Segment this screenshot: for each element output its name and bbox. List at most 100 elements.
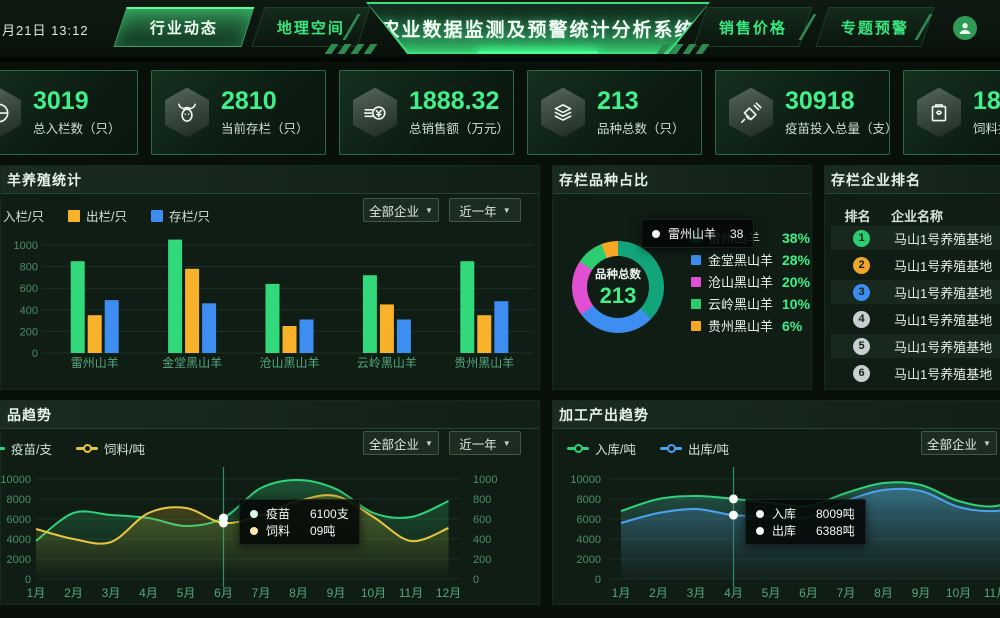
- goat-icon: [165, 87, 209, 138]
- panel-title: 加工产出趋势: [559, 406, 649, 423]
- tab-sales-price[interactable]: 销售价格: [693, 7, 813, 47]
- legend-item-inbound[interactable]: 入库/吨: [567, 439, 636, 458]
- tooltip-dot: [756, 526, 764, 535]
- svg-text:0: 0: [25, 574, 31, 586]
- ranking-rows: 1 马山1号养殖基地 2 马山1号养殖基地 3 马山1号养殖基地 4 马山1号养殖基地 5 马山1…: [831, 226, 1000, 388]
- legend-item-vaccine[interactable]: 疫苗/支: [0, 439, 52, 458]
- kpi-value: 1888: [973, 86, 1000, 115]
- svg-text:7月: 7月: [837, 586, 856, 600]
- panel-stock-breed-ratio: 存栏品种占比 品种总数 213 雷州山羊38%金堂黑山羊28%沧山黑山羊20%云…: [552, 165, 812, 390]
- panel-processing-trend: 加工产出趋势 入库/吨 出库/吨 全部企业 ▼ 0 2000 4000 6000 8000…: [552, 400, 1000, 605]
- svg-text:云岭黑山羊: 云岭黑山羊: [357, 355, 417, 370]
- panel-header: 存栏品种占比: [553, 166, 811, 194]
- svg-text:8000: 8000: [7, 494, 31, 506]
- svg-text:沧山黑山羊: 沧山黑山羊: [259, 355, 319, 370]
- svg-text:400: 400: [473, 534, 491, 546]
- page-title: 农业数据监测及预警统计分析系统: [380, 19, 696, 41]
- panel-title: 品趋势: [7, 406, 52, 423]
- svg-text:400: 400: [20, 305, 38, 317]
- legend-item-feed[interactable]: 饲料/吨: [75, 439, 145, 458]
- tab-industry-news[interactable]: 行业动态: [113, 7, 255, 47]
- line-tooltip: 疫苗 6100支 饲料 09吨: [239, 499, 360, 545]
- company-filter-dropdown[interactable]: 全部企业 ▼: [921, 431, 997, 455]
- table-row: 4 马山1号养殖基地: [831, 307, 1000, 331]
- company-name: 马山1号养殖基地: [894, 366, 993, 382]
- ranking-column-headers: 排名 企业名称: [844, 209, 944, 224]
- kpi-label: 当前存栏（只）: [221, 122, 309, 137]
- svg-text:4000: 4000: [577, 534, 601, 546]
- bar-chart: 0 200 400 600 800 1000 雷州山羊 金堂黑山羊 沧山黑山羊 云岭黑山羊 贵州黑山…: [14, 239, 533, 370]
- pie-legend-item[interactable]: 云岭黑山羊 10%: [691, 296, 810, 312]
- pie-legend-item[interactable]: 沧山黑山羊 20%: [691, 274, 810, 290]
- rank-badge: 1: [853, 229, 870, 247]
- company-name: 马山1号养殖基地: [894, 258, 993, 274]
- svg-text:4000: 4000: [7, 534, 31, 546]
- svg-text:1月: 1月: [612, 586, 631, 600]
- panel-sheep-breeding-stats: 羊养殖统计 入栏/只 出栏/只 存栏/只 全部企业 ▼ 近一年 ▼ 0 200 400 6…: [0, 165, 540, 390]
- kpi-card: 2810 当前存栏（只）: [151, 70, 326, 155]
- legend-item-in[interactable]: 入栏/只: [3, 210, 44, 224]
- table-row: 3 马山1号养殖基地: [831, 280, 1000, 304]
- panel-title: 存栏企业排名: [831, 171, 921, 188]
- company-filter-dropdown[interactable]: 全部企业 ▼: [363, 198, 439, 222]
- line-tooltip: 入库 8009吨 出库 6388吨: [745, 499, 866, 545]
- rank-badge: 6: [853, 364, 870, 382]
- svg-text:3月: 3月: [687, 586, 706, 600]
- panel-header: 羊养殖统计: [1, 166, 539, 194]
- legend-item-stock[interactable]: 存栏/只: [150, 206, 210, 225]
- panel-product-trend: 品趋势 疫苗/支 饲料/吨 全部企业 ▼ 近一年 ▼ 0 2000 4000 6000 80…: [0, 400, 540, 605]
- company-name: 马山1号养殖基地: [894, 285, 993, 301]
- donut-chart: 品种总数 213: [572, 241, 664, 333]
- svg-text:11月: 11月: [984, 586, 1000, 600]
- pie-legend-item[interactable]: 金堂黑山羊 28%: [691, 252, 810, 268]
- tab-special-warning[interactable]: 专题预警: [815, 7, 935, 47]
- company-filter-dropdown[interactable]: 全部企业 ▼: [363, 431, 439, 455]
- time-range-dropdown[interactable]: 近一年 ▼: [449, 431, 521, 455]
- tooltip-dot: [652, 229, 660, 238]
- svg-text:4月: 4月: [724, 586, 743, 600]
- table-row: 5 马山1号养殖基地: [831, 334, 1000, 358]
- svg-text:4月: 4月: [139, 586, 158, 600]
- legend-item-outbound[interactable]: 出库/吨: [659, 439, 729, 458]
- chevron-down-icon: ▼: [502, 438, 511, 448]
- svg-text:2月: 2月: [649, 586, 668, 600]
- user-avatar-icon[interactable]: [953, 16, 977, 40]
- time-range-dropdown[interactable]: 近一年 ▼: [449, 198, 521, 222]
- svg-text:6月: 6月: [799, 586, 818, 600]
- table-row: 6 马山1号养殖基地: [831, 361, 1000, 385]
- svg-text:200: 200: [473, 554, 491, 566]
- panel-enterprise-ranking: 存栏企业排名 排名 企业名称 1 马山1号养殖基地 2 马山1号养殖基地 3 马山1号养殖…: [824, 165, 1000, 390]
- rank-badge: 3: [853, 283, 870, 301]
- svg-text:600: 600: [20, 283, 38, 295]
- pie-chart-icon: [0, 87, 21, 138]
- kpi-value: 2810: [221, 86, 277, 115]
- svg-text:800: 800: [20, 262, 38, 274]
- rank-badge: 4: [853, 310, 870, 328]
- svg-text:2000: 2000: [577, 554, 601, 566]
- tooltip-dot: [756, 509, 764, 518]
- hazard-stripes: [656, 44, 710, 54]
- panel-header: 加工产出趋势: [553, 401, 1000, 429]
- pie-legend-item[interactable]: 贵州黑山羊 6%: [691, 318, 810, 334]
- svg-text:6月: 6月: [214, 586, 233, 600]
- kpi-label: 总入栏数（只）: [33, 122, 121, 137]
- kpi-card: 1888 饲料投入总量: [903, 70, 1000, 155]
- svg-text:8000: 8000: [577, 494, 601, 506]
- legend-item-out[interactable]: 出栏/只: [67, 206, 127, 225]
- svg-text:6000: 6000: [7, 514, 31, 526]
- chevron-down-icon: ▼: [425, 205, 433, 215]
- line-chart-legend: 入库/吨 出库/吨: [567, 439, 753, 458]
- kpi-label: 总销售额（万元）: [409, 122, 510, 137]
- svg-text:7月: 7月: [252, 586, 271, 600]
- company-name: 马山1号养殖基地: [894, 312, 993, 328]
- bar-chart-legend: 入栏/只 出栏/只 存栏/只: [1, 206, 234, 225]
- datetime: 月21日 13:12: [2, 23, 89, 38]
- tooltip-dot: [250, 526, 258, 535]
- feed-bag-icon: [917, 87, 961, 138]
- panel-title: 存栏品种占比: [559, 171, 649, 188]
- svg-text:10月: 10月: [946, 586, 971, 600]
- table-row: 1 马山1号养殖基地: [831, 226, 1000, 250]
- svg-text:2月: 2月: [64, 586, 83, 600]
- sales-icon: [353, 87, 397, 138]
